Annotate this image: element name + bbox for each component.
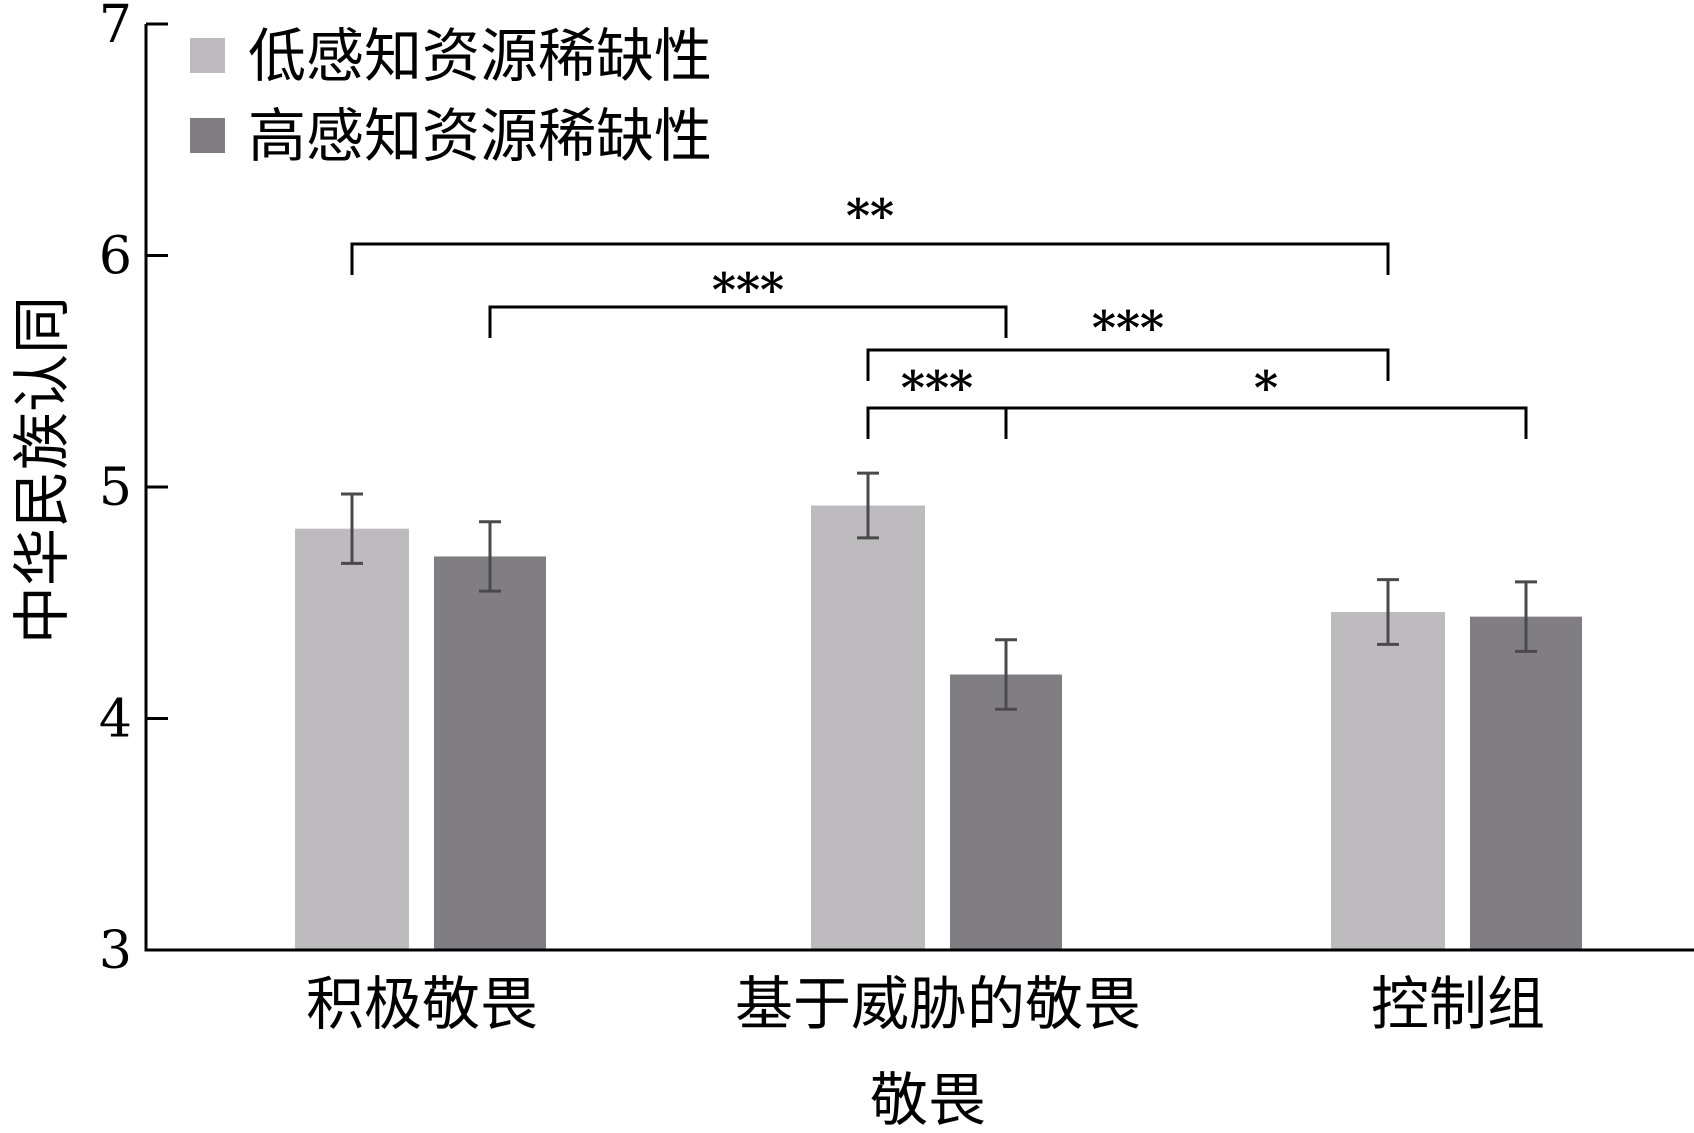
- legend-label: 低感知资源稀缺性: [248, 22, 712, 90]
- error-bar: [1515, 580, 1537, 653]
- significance-bracket: ***: [488, 263, 1008, 338]
- bar: [434, 556, 546, 950]
- significance-bracket: ***: [866, 301, 1390, 381]
- legend-label: 高感知资源稀缺性: [248, 102, 712, 170]
- legend-swatch: [190, 118, 225, 153]
- bar: [950, 674, 1062, 950]
- significance-bracket: **: [350, 189, 1390, 275]
- significance-bracket: *: [1004, 361, 1528, 439]
- bars-group: [295, 505, 1582, 950]
- error-bars-group: [341, 471, 1537, 711]
- error-bar: [341, 492, 363, 565]
- significance-label: **: [846, 189, 894, 243]
- significance-label: ***: [712, 263, 784, 317]
- error-bar: [1377, 578, 1399, 646]
- y-tick-label: 7: [99, 0, 132, 55]
- legend-item: 低感知资源稀缺性: [190, 22, 712, 90]
- significance-bracket: ***: [866, 361, 1008, 439]
- significance-group: *********** *: [350, 189, 1528, 439]
- x-tick-label: 基于威胁的敬畏: [735, 970, 1141, 1038]
- x-tick-label: 积极敬畏: [306, 970, 538, 1038]
- error-bar: [479, 520, 501, 593]
- bar: [811, 505, 925, 950]
- y-tick-label: 6: [99, 227, 132, 287]
- error-bar: [995, 638, 1017, 711]
- x-tick-label: 控制组: [1371, 970, 1545, 1038]
- error-bar: [857, 471, 879, 540]
- legend-item: 高感知资源稀缺性: [190, 102, 712, 170]
- bar: [1331, 612, 1445, 950]
- y-tick-label: 3: [99, 921, 132, 981]
- bar: [295, 528, 409, 950]
- significance-label: ***: [901, 361, 973, 415]
- significance-label: *: [1254, 361, 1278, 415]
- axes-group: 3 4 5 6 7 积极敬畏 基于威胁的敬畏 控制组: [99, 0, 1694, 1038]
- bar: [1470, 616, 1582, 950]
- y-tick-label: 5: [99, 458, 132, 518]
- y-axis-title: 中华民族认同: [8, 296, 76, 644]
- x-axis-title: 敬畏: [870, 1066, 986, 1133]
- legend-swatch: [190, 38, 225, 73]
- significance-label: ***: [1092, 301, 1164, 355]
- y-tick-label: 4: [99, 690, 132, 750]
